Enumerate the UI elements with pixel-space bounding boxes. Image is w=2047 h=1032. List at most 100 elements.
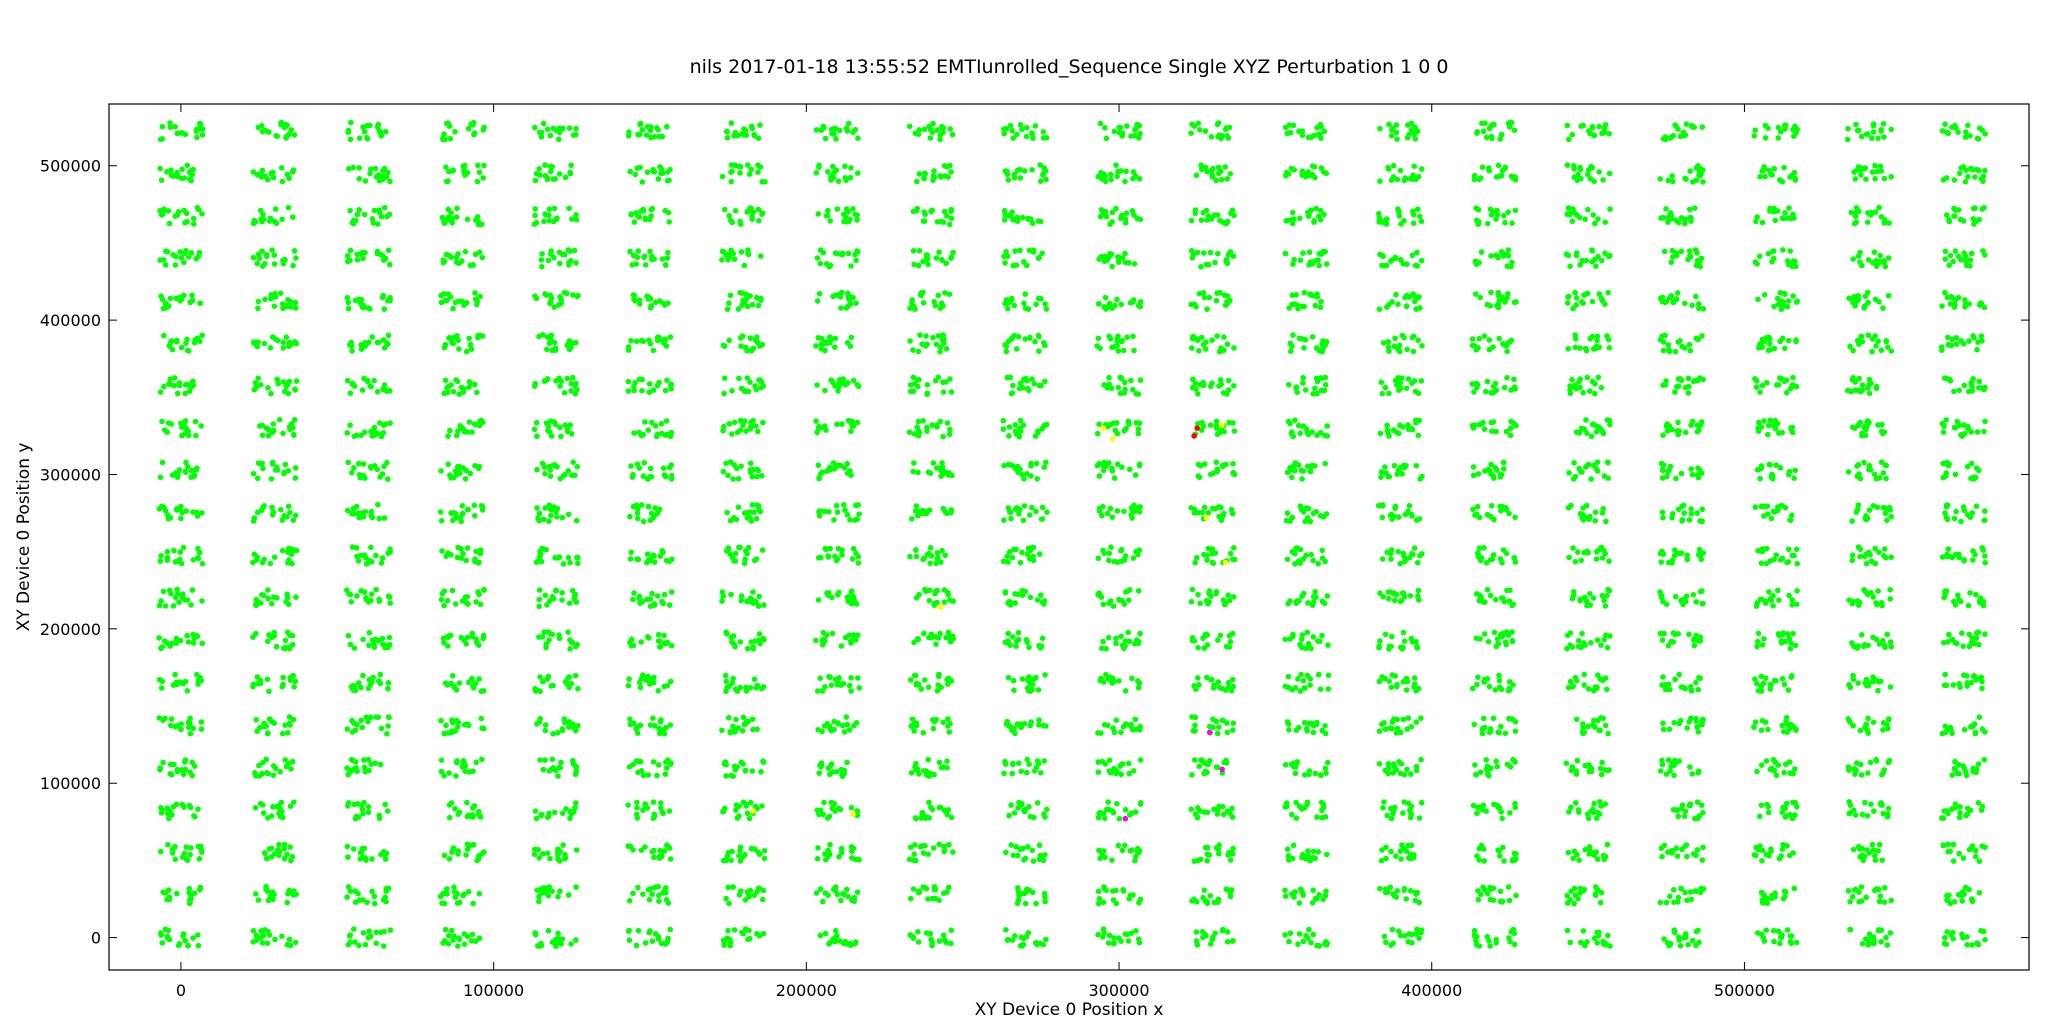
data-point (1382, 464, 1388, 470)
data-point (1601, 473, 1608, 479)
data-point (1659, 853, 1665, 860)
data-point (1877, 893, 1884, 899)
data-point (1946, 726, 1953, 732)
data-point (645, 886, 652, 893)
data-point (1401, 771, 1408, 778)
data-point (1759, 503, 1766, 510)
data-point (740, 714, 747, 721)
data-point (1604, 686, 1610, 693)
data-point (1884, 813, 1891, 820)
data-point (361, 757, 367, 763)
data-point (834, 556, 841, 562)
data-point (476, 559, 482, 566)
data-point (1192, 722, 1198, 729)
data-point (947, 720, 953, 727)
data-point (564, 426, 571, 433)
data-point (1473, 511, 1480, 517)
data-point (1580, 928, 1587, 934)
data-point (1491, 629, 1498, 636)
data-point (1605, 459, 1611, 466)
data-point (259, 770, 265, 777)
data-point (180, 771, 187, 778)
data-point (659, 809, 666, 816)
data-point (1661, 936, 1667, 942)
data-point (1855, 843, 1862, 850)
data-point (1292, 417, 1298, 424)
data-point (634, 799, 640, 806)
data-point (1306, 771, 1312, 777)
data-point (1401, 799, 1407, 805)
data-point (565, 468, 571, 474)
data-point (282, 757, 289, 763)
data-point (572, 382, 578, 389)
data-point (1322, 374, 1329, 381)
data-point (1302, 518, 1308, 525)
data-point (925, 756, 931, 763)
data-point (286, 645, 293, 652)
data-point (939, 547, 945, 554)
data-point (1008, 842, 1014, 848)
data-point (1199, 929, 1206, 935)
data-point (826, 941, 832, 947)
data-point (663, 765, 670, 771)
data-point (1388, 848, 1394, 855)
data-point (761, 848, 768, 854)
data-point (1942, 729, 1949, 736)
data-point (1096, 473, 1103, 479)
data-point (478, 715, 485, 722)
data-point (947, 376, 953, 382)
data-point (1663, 771, 1670, 777)
data-point (174, 390, 181, 397)
data-point (1230, 594, 1237, 600)
data-point (734, 688, 741, 694)
data-point (1483, 560, 1490, 566)
data-point (753, 515, 760, 522)
data-point (360, 897, 366, 903)
data-point (1476, 545, 1483, 551)
data-point (1474, 804, 1481, 811)
data-point (460, 892, 466, 899)
data-point (1282, 636, 1288, 643)
data-point (1575, 643, 1582, 650)
data-point (270, 896, 276, 903)
data-point (627, 556, 634, 562)
data-point (943, 634, 949, 641)
data-point (1597, 676, 1604, 682)
data-point (1672, 929, 1678, 936)
data-point (939, 460, 945, 466)
data-point (1512, 718, 1519, 725)
data-point (1004, 553, 1010, 560)
data-point (1945, 810, 1951, 817)
data-point (1887, 507, 1893, 513)
data-point (159, 678, 166, 685)
data-point (1095, 888, 1102, 895)
data-point (373, 552, 379, 559)
data-point (727, 551, 734, 558)
data-point (1600, 852, 1607, 859)
data-point (182, 418, 189, 424)
data-point (1213, 425, 1220, 431)
data-point (916, 591, 922, 598)
data-point (158, 930, 164, 936)
data-point (752, 803, 759, 810)
data-point (1698, 470, 1705, 476)
data-point (1196, 682, 1202, 688)
data-point (1781, 728, 1787, 735)
data-point (934, 688, 941, 694)
data-point (1667, 893, 1673, 900)
data-point (756, 631, 763, 637)
data-point (630, 720, 637, 727)
data-point (841, 729, 848, 735)
data-point (1136, 680, 1143, 686)
data-point (1138, 800, 1144, 806)
data-point (448, 680, 454, 687)
data-point (458, 518, 465, 525)
data-point (628, 549, 634, 556)
data-point (444, 597, 451, 604)
data-point (739, 929, 745, 936)
data-point (1887, 596, 1893, 602)
data-point (1406, 502, 1413, 509)
data-point (1971, 721, 1978, 727)
data-point (1672, 676, 1678, 683)
data-point (1392, 503, 1399, 510)
